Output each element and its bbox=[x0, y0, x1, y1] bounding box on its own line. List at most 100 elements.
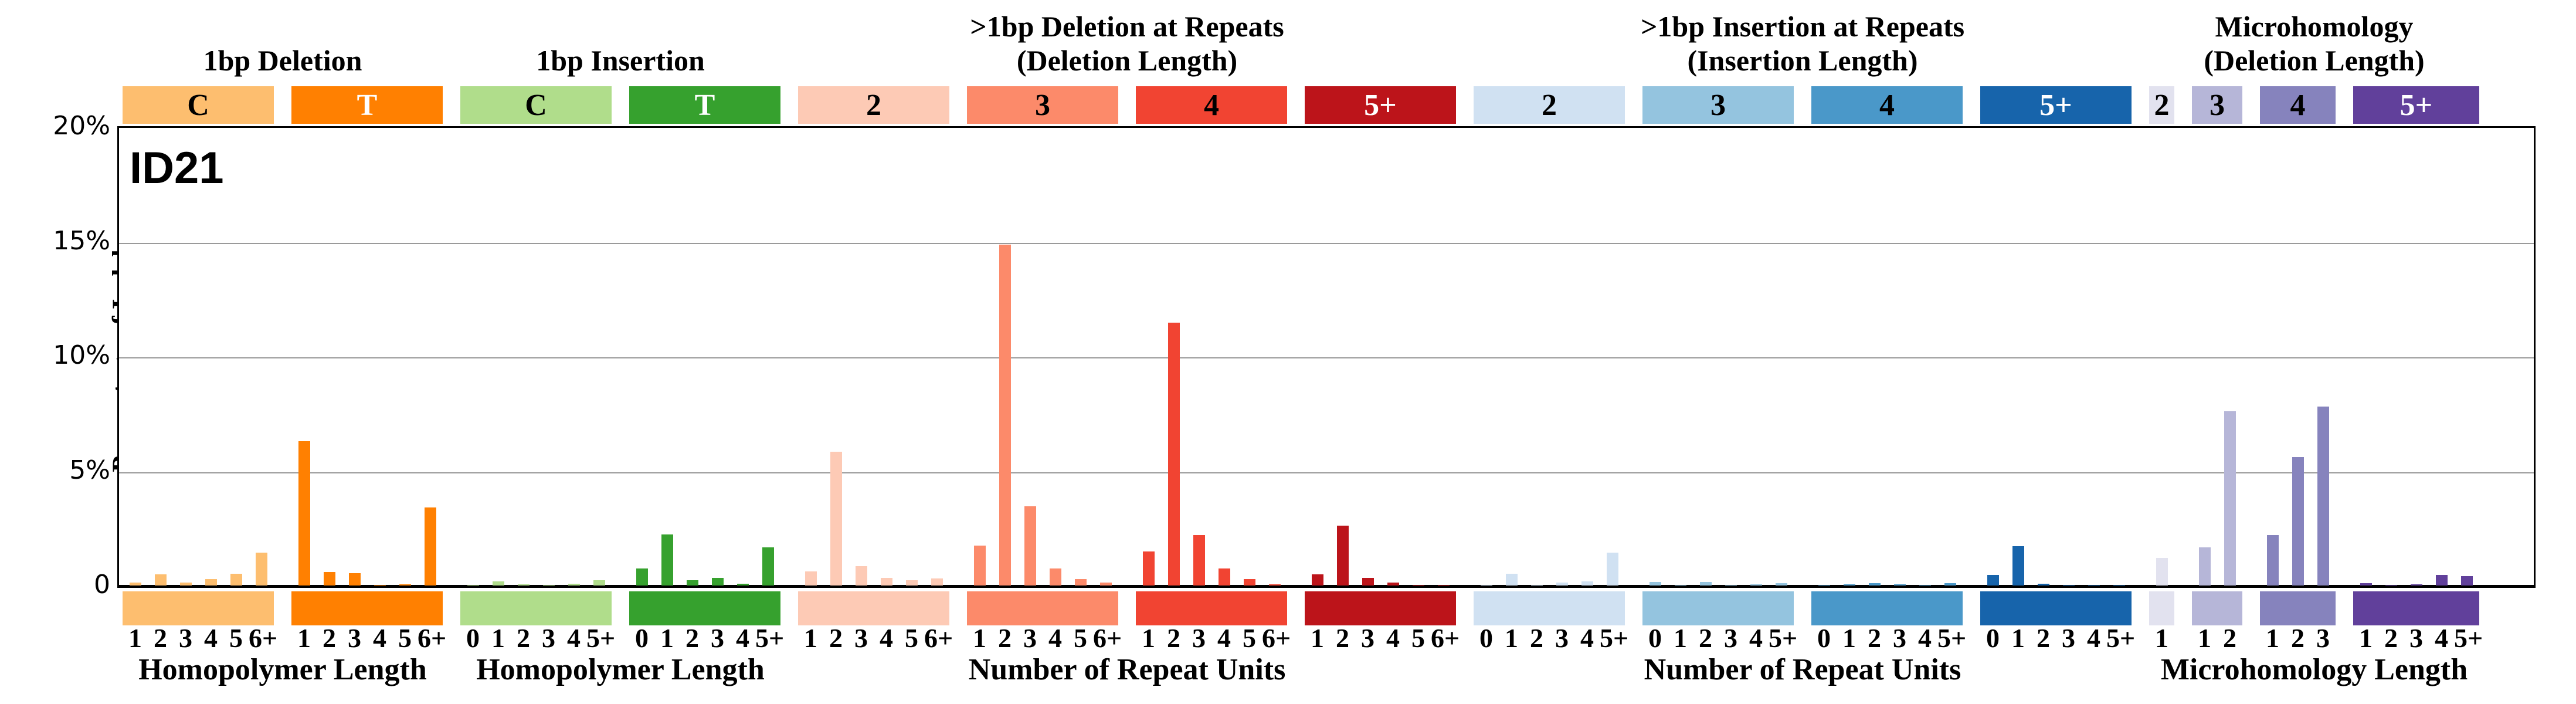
bar-label: 2 bbox=[2384, 623, 2398, 653]
bar-microhomology-len5plus-5+ bbox=[2460, 576, 2473, 585]
bar-label: 5+ bbox=[1600, 623, 1629, 653]
bar-deletion-repeats-len5plus-1 bbox=[1311, 574, 1323, 585]
category-strip-1bp-deletion-C bbox=[123, 591, 274, 625]
bar-1bp-insertion-C-2 bbox=[517, 584, 530, 585]
bar-label: 2 bbox=[1530, 623, 1543, 653]
bar-insertion-repeats-len4-2 bbox=[1868, 583, 1881, 585]
chart-title: ID21 bbox=[130, 143, 224, 193]
bar-label: 5+ bbox=[586, 623, 616, 653]
bar-label: 3 bbox=[1023, 623, 1037, 653]
section-header-box-deletion-repeats-len5plus: 5+ bbox=[1305, 86, 1456, 124]
bar-label: 3 bbox=[1192, 623, 1206, 653]
bar-label: 3 bbox=[1893, 623, 1906, 653]
bar-deletion-repeats-len2-5 bbox=[905, 580, 918, 585]
bar-1bp-insertion-T-5+ bbox=[762, 547, 774, 585]
category-strip-microhomology-len4 bbox=[2260, 591, 2336, 625]
bar-microhomology-len5plus-4 bbox=[2435, 575, 2448, 585]
bar-label: 1 bbox=[2155, 623, 2168, 653]
bar-label: 4 bbox=[373, 623, 386, 653]
bar-label: 4 bbox=[567, 623, 581, 653]
section-header-box-deletion-repeats-len4: 4 bbox=[1136, 86, 1287, 124]
section-title: >1bp Deletion at Repeats (Deletion Lengt… bbox=[970, 10, 1284, 77]
bar-insertion-repeats-len2-5+ bbox=[1606, 553, 1618, 585]
bar-label: 2 bbox=[685, 623, 699, 653]
bar-label: 2 bbox=[998, 623, 1012, 653]
section-header-box-microhomology-len5plus: 5+ bbox=[2353, 86, 2479, 124]
bar-label: 5+ bbox=[1937, 623, 1967, 653]
bar-label: 1 bbox=[1311, 623, 1324, 653]
bar-label: 1 bbox=[1842, 623, 1856, 653]
bar-label: 1 bbox=[2198, 623, 2211, 653]
bar-insertion-repeats-len3-4 bbox=[1750, 584, 1762, 585]
section-header-box-insertion-repeats-len5plus: 5+ bbox=[1980, 86, 2132, 124]
bar-label: 4 bbox=[1918, 623, 1932, 653]
bar-label: 5+ bbox=[1769, 623, 1798, 653]
section-header-box-deletion-repeats-len2: 2 bbox=[798, 86, 949, 124]
category-strip-deletion-repeats-len5plus bbox=[1305, 591, 1456, 625]
section-header-box-insertion-repeats-len4: 4 bbox=[1811, 86, 1963, 124]
category-strip-insertion-repeats-len2 bbox=[1474, 591, 1625, 625]
bar-deletion-repeats-len3-1 bbox=[973, 546, 986, 585]
category-strip-1bp-deletion-T bbox=[291, 591, 443, 625]
bar-label: 4 bbox=[1580, 623, 1594, 653]
bar-insertion-repeats-len2-3 bbox=[1556, 582, 1568, 585]
bar-1bp-deletion-C-3 bbox=[179, 582, 192, 585]
bar-deletion-repeats-len4-2 bbox=[1167, 323, 1180, 585]
category-strip-microhomology-len2 bbox=[2149, 591, 2174, 625]
bar-insertion-repeats-len4-1 bbox=[1843, 584, 1855, 585]
bar-label: 1 bbox=[2359, 623, 2373, 653]
axis-group-label: Number of Repeat Units bbox=[968, 653, 1286, 686]
category-strip-deletion-repeats-len2 bbox=[798, 591, 949, 625]
bar-insertion-repeats-len2-1 bbox=[1505, 574, 1518, 585]
axis-group-label: Homopolymer Length bbox=[476, 653, 765, 686]
bar-label: 3 bbox=[348, 623, 361, 653]
bar-label: 4 bbox=[204, 623, 218, 653]
axis-group-label: Number of Repeat Units bbox=[1644, 653, 1961, 686]
bar-deletion-repeats-len4-1 bbox=[1142, 551, 1155, 585]
bar-label: 1 bbox=[128, 623, 142, 653]
bar-label: 2 bbox=[1868, 623, 1881, 653]
bar-label: 2 bbox=[1699, 623, 1712, 653]
bar-microhomology-len4-2 bbox=[2292, 457, 2304, 585]
grid-line bbox=[119, 242, 2534, 244]
bar-label: 4 bbox=[1217, 623, 1231, 653]
bar-label: 5 bbox=[1411, 623, 1425, 653]
bar-label: 3 bbox=[1555, 623, 1569, 653]
bar-microhomology-len5plus-3 bbox=[2410, 584, 2422, 585]
bar-label: 2 bbox=[2223, 623, 2236, 653]
category-strip-microhomology-len3 bbox=[2192, 591, 2242, 625]
bar-label: 6+ bbox=[1093, 623, 1122, 653]
bar-insertion-repeats-len5plus-0 bbox=[1987, 574, 1999, 585]
bar-label: 3 bbox=[542, 623, 555, 653]
category-strip-1bp-insertion-C bbox=[460, 591, 612, 625]
section-header-box-microhomology-len3: 3 bbox=[2192, 86, 2242, 124]
bar-label: 1 bbox=[1142, 623, 1155, 653]
bar-label: 2 bbox=[154, 623, 167, 653]
bar-1bp-deletion-T-6+ bbox=[424, 507, 436, 585]
section-header-box-1bp-insertion-T: T bbox=[629, 86, 780, 124]
bar-label: 6+ bbox=[1431, 623, 1460, 653]
bar-label: 2 bbox=[1167, 623, 1180, 653]
section-title: >1bp Insertion at Repeats (Insertion Len… bbox=[1640, 10, 1965, 77]
bar-label: 0 bbox=[1986, 623, 2000, 653]
bar-1bp-deletion-C-5 bbox=[230, 574, 242, 585]
section-title: 1bp Insertion bbox=[536, 44, 705, 77]
bar-insertion-repeats-len3-0 bbox=[1649, 582, 1661, 585]
bar-label: 5+ bbox=[755, 623, 785, 653]
section-header-box-1bp-deletion-C: C bbox=[123, 86, 274, 124]
bar-label: 2 bbox=[1336, 623, 1349, 653]
section-header-box-microhomology-len2: 2 bbox=[2149, 86, 2174, 124]
grid-line bbox=[119, 357, 2534, 358]
bar-label: 2 bbox=[829, 623, 843, 653]
bar-microhomology-len3-1 bbox=[2198, 547, 2211, 585]
bar-insertion-repeats-len3-5+ bbox=[1775, 583, 1787, 585]
bar-deletion-repeats-len3-2 bbox=[999, 245, 1011, 585]
bar-deletion-repeats-len3-5 bbox=[1074, 579, 1087, 585]
bar-label: 2 bbox=[517, 623, 530, 653]
section-header-box-1bp-insertion-C: C bbox=[460, 86, 612, 124]
bar-deletion-repeats-len3-3 bbox=[1024, 506, 1036, 585]
bar-label: 4 bbox=[2087, 623, 2100, 653]
bar-deletion-repeats-len2-1 bbox=[805, 571, 817, 585]
bar-label: 1 bbox=[2266, 623, 2279, 653]
